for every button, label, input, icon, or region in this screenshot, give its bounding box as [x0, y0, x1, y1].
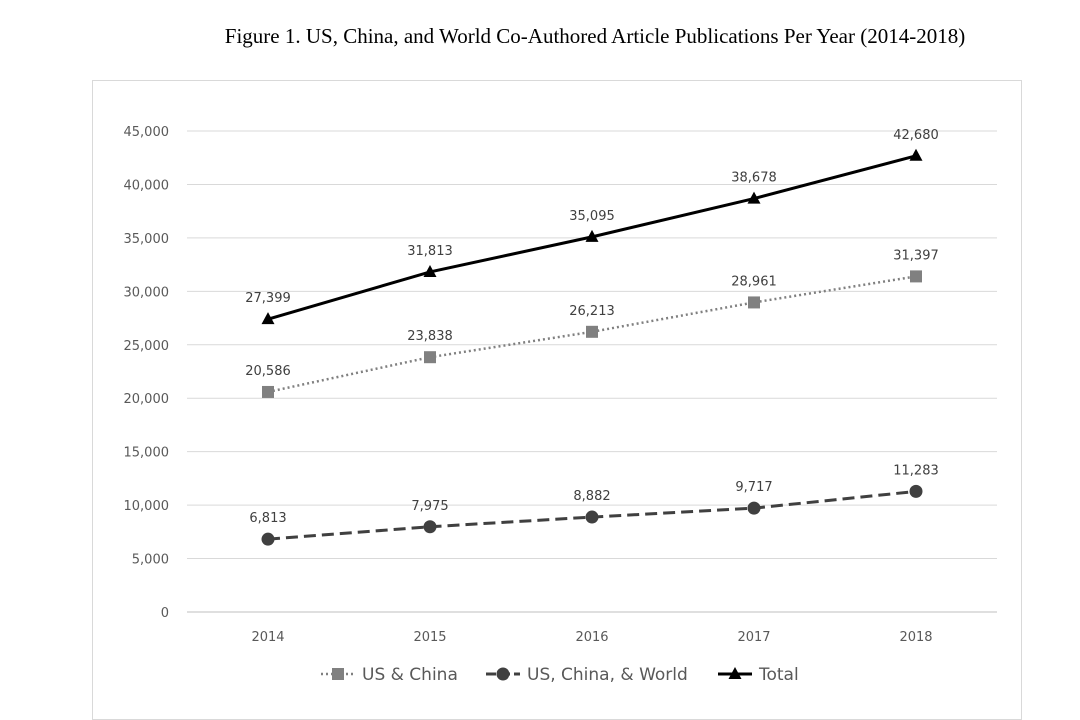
- data-label: 6,813: [249, 511, 286, 526]
- data-point: [423, 264, 437, 277]
- data-point: [261, 532, 275, 546]
- data-label: 23,838: [407, 329, 453, 344]
- figure-title: Figure 1. US, China, and World Co-Author…: [224, 24, 966, 48]
- data-label: 38,678: [731, 171, 777, 186]
- legend-marker: [728, 667, 742, 679]
- data-point: [909, 484, 923, 498]
- data-label: 11,283: [893, 463, 939, 478]
- x-tick-label: 2014: [251, 630, 284, 645]
- legend-item: US & China: [321, 665, 458, 685]
- legend-label: US & China: [362, 665, 458, 685]
- series-us-china-world: 6,813 7,975 8,882 9,717 11,283: [249, 463, 939, 546]
- y-tick-label: 35,000: [124, 232, 170, 247]
- data-label: 20,586: [245, 364, 291, 379]
- legend-label: US, China, & World: [527, 665, 688, 685]
- data-point: [261, 312, 275, 325]
- data-label: 26,213: [569, 304, 615, 319]
- data-point: [909, 148, 923, 161]
- y-tick-label: 10,000: [124, 499, 170, 514]
- data-point: [585, 229, 599, 242]
- data-label: 8,882: [573, 489, 610, 504]
- legend-item: US, China, & World: [486, 665, 688, 685]
- series-line: [267, 275, 917, 394]
- data-label: 9,717: [735, 480, 772, 495]
- y-tick-label: 40,000: [124, 178, 170, 193]
- data-label: 35,095: [569, 209, 615, 224]
- legend-marker: [332, 668, 344, 680]
- y-tick-label: 15,000: [124, 446, 170, 461]
- legend-marker: [496, 667, 510, 681]
- x-tick-label: 2018: [899, 630, 932, 645]
- data-label: 31,397: [893, 248, 939, 263]
- data-label: 42,680: [893, 128, 939, 143]
- data-point: [747, 501, 761, 515]
- y-tick-label: 25,000: [124, 339, 170, 354]
- data-point: [586, 325, 598, 338]
- data-point: [910, 270, 922, 283]
- line-chart: 0 5,000 10,000 15,000 20,000 25,000 30,000 35,0…: [124, 125, 997, 685]
- data-label: 28,961: [731, 274, 777, 289]
- y-tick-label: 20,000: [124, 392, 170, 407]
- data-point: [262, 385, 274, 398]
- data-point: [423, 520, 437, 534]
- series-us-china: 20,586 23,838 26,213 28,961 31,397: [245, 248, 939, 398]
- data-point: [748, 296, 760, 309]
- data-point: [747, 191, 761, 204]
- x-tick-label: 2016: [575, 630, 608, 645]
- data-point: [585, 510, 599, 524]
- x-tick-label: 2017: [737, 630, 770, 645]
- y-tick-label: 30,000: [124, 285, 170, 300]
- data-label: 7,975: [411, 499, 448, 514]
- x-tick-label: 2015: [413, 630, 446, 645]
- y-tick-label: 45,000: [124, 125, 170, 140]
- y-tick-label: 5,000: [132, 553, 169, 568]
- legend-item: Total: [718, 665, 799, 685]
- legend: US & China US, China, & World Total: [321, 665, 799, 685]
- data-point: [424, 351, 436, 364]
- legend-label: Total: [758, 665, 799, 685]
- data-label: 27,399: [245, 291, 291, 306]
- data-label: 31,813: [407, 244, 453, 259]
- series-total: 27,399 31,813 35,095 38,678 42,680: [245, 128, 939, 325]
- y-tick-label: 0: [161, 606, 169, 621]
